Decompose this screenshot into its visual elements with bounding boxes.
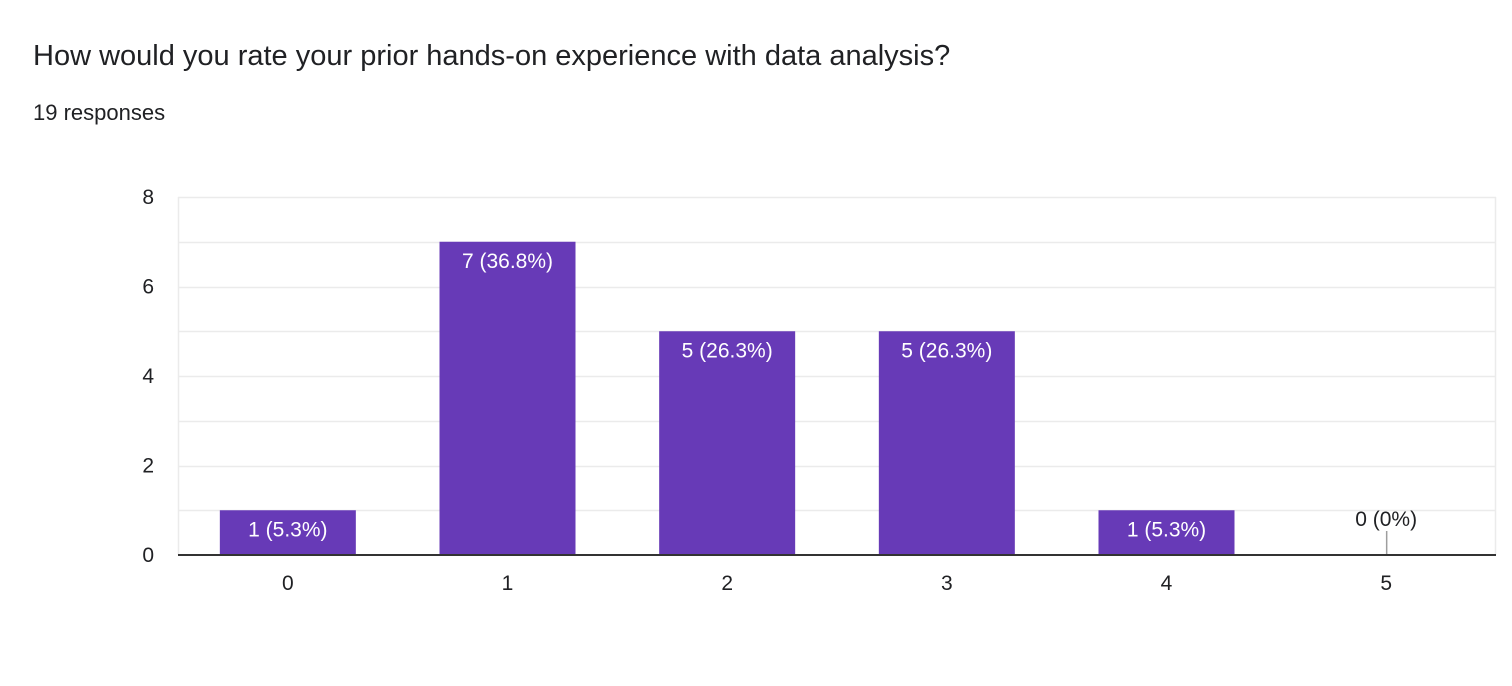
y-tick-label: 2 (142, 455, 154, 478)
x-axis: 0 1 2 3 4 5 (178, 554, 1496, 595)
data-label: 0 (0%) (1355, 508, 1417, 531)
chart-bars (219, 241, 1388, 555)
data-label: 5 (26.3%) (682, 339, 773, 362)
y-tick-label: 8 (142, 186, 154, 209)
data-label: 5 (26.3%) (901, 339, 992, 362)
x-tick-label: 5 (1380, 572, 1392, 595)
bar-4 (1098, 510, 1235, 555)
y-tick-label: 4 (142, 365, 154, 388)
data-label: 1 (5.3%) (248, 518, 327, 541)
x-tick-label: 4 (1161, 572, 1173, 595)
bar-1 (439, 241, 576, 555)
x-tick-label: 0 (282, 572, 294, 595)
y-tick-label: 0 (142, 544, 154, 567)
y-tick-label: 6 (142, 276, 154, 299)
chart-grid (177, 196, 1497, 555)
x-tick-label: 3 (941, 572, 953, 595)
y-axis: 0 2 4 6 8 (142, 186, 154, 567)
x-tick-label: 1 (502, 572, 514, 595)
response-count: 19 responses (33, 100, 166, 125)
data-label: 1 (5.3%) (1127, 518, 1206, 541)
x-tick-label: 2 (721, 572, 733, 595)
bar-2 (659, 331, 796, 555)
data-label: 7 (36.8%) (462, 250, 553, 273)
bar-3 (878, 331, 1015, 555)
question-title: How would you rate your prior hands-on e… (33, 40, 951, 72)
chart-data-labels: 1 (5.3%) 7 (36.8%) 5 (26.3%) 5 (26.3%) 1 (5.… (248, 250, 1417, 542)
bar-0 (219, 510, 356, 555)
